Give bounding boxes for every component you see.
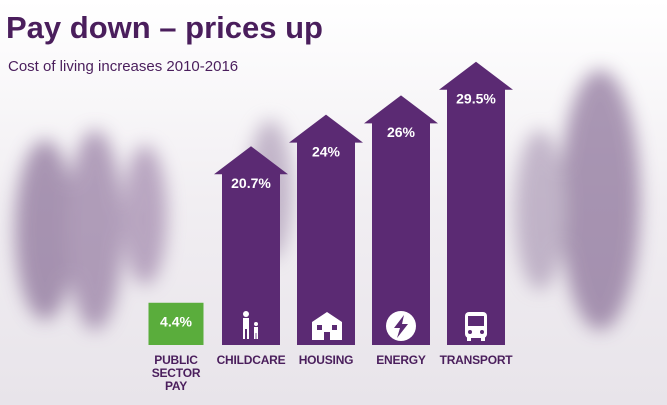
title: Pay down – prices up xyxy=(6,10,323,45)
childcare-icon xyxy=(243,311,258,339)
arrow-bar xyxy=(439,61,513,346)
value-label: 4.4% xyxy=(160,313,192,329)
bar xyxy=(148,302,204,345)
housing-icon xyxy=(312,312,342,340)
value-label: 20.7% xyxy=(231,175,271,191)
energy-icon xyxy=(386,311,416,341)
background-people xyxy=(15,70,640,330)
transport-icon xyxy=(465,312,487,341)
subtitle: Cost of living increases 2010-2016 xyxy=(8,58,238,75)
value-label: 26% xyxy=(387,124,416,140)
value-label: 24% xyxy=(312,143,341,159)
category-label: HOUSING xyxy=(298,353,354,367)
arrow-bar xyxy=(289,114,363,345)
arrow-bar xyxy=(214,146,288,345)
category-label: PUBLIC SECTOR PAY xyxy=(151,353,201,393)
category-label: TRANSPORT xyxy=(439,353,513,367)
category-label: CHILDCARE xyxy=(216,353,286,367)
arrow-bar xyxy=(364,95,438,346)
icons xyxy=(243,311,487,341)
category-label: ENERGY xyxy=(376,353,426,367)
value-label: 29.5% xyxy=(456,91,496,107)
